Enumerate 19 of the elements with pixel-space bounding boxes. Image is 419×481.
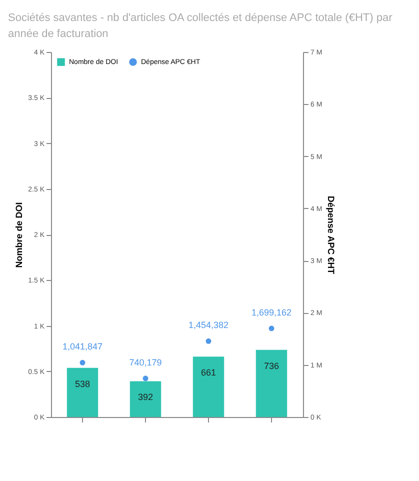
data-label: 538: [74, 378, 90, 389]
chart-title: Sociétés savantes - nb d'articles OA collectés et dépense APC totale (€HT) par année de facturation: [7, 11, 394, 42]
point: [206, 338, 212, 344]
bar: [256, 350, 288, 417]
data-label: 740,179: [129, 357, 162, 368]
bar: [130, 381, 162, 417]
point: [268, 326, 274, 332]
point: [142, 376, 148, 382]
y-axis-title: Nombre de DOI: [14, 202, 24, 268]
bar: [66, 368, 98, 417]
data-label: 392: [138, 392, 154, 402]
data-label: 736: [264, 360, 280, 371]
data-label: 1,699,162: [251, 307, 292, 318]
data-label: 1,454,382: [188, 320, 229, 330]
y2-axis-title: Dépense APC €HT: [326, 196, 336, 275]
data-label: 661: [200, 368, 216, 378]
data-label: 1,041,847: [62, 342, 103, 352]
point: [80, 360, 86, 366]
bar: [192, 356, 224, 417]
